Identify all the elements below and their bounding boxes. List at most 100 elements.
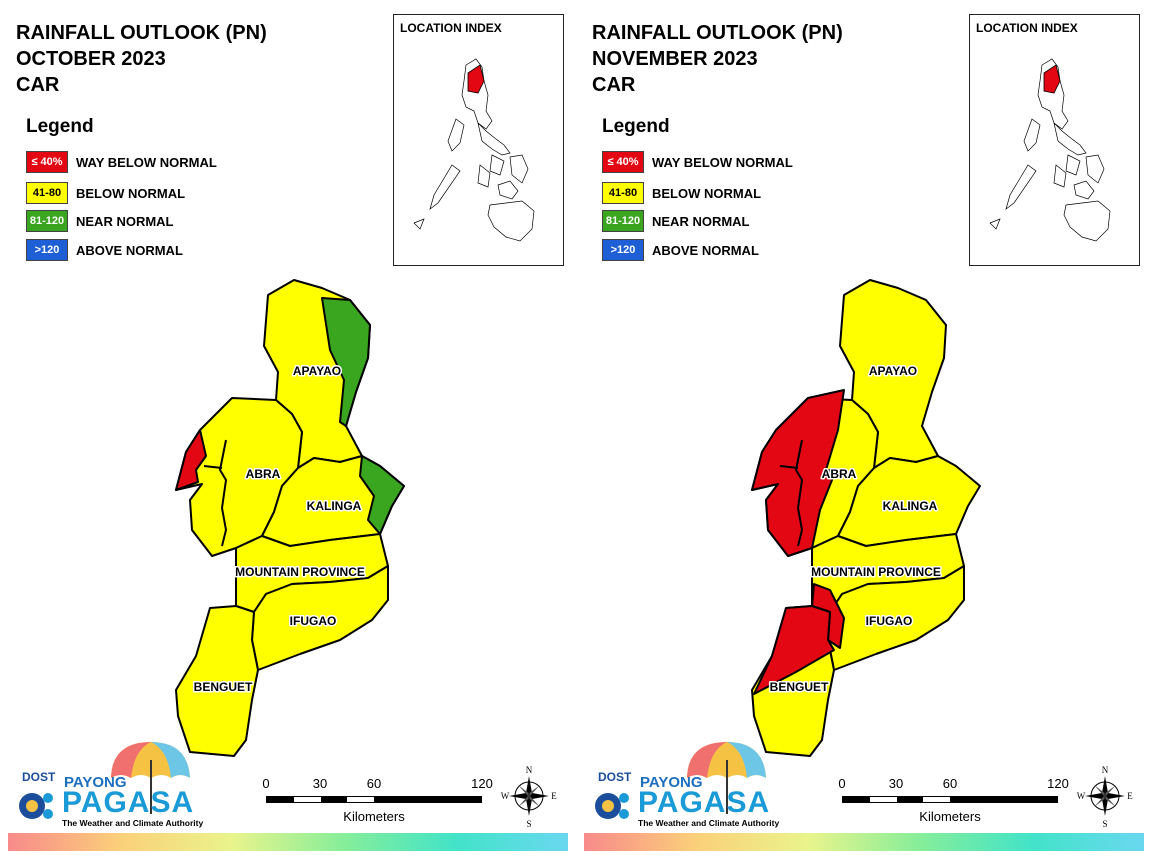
- scale-bar-graphic: [842, 796, 1058, 803]
- legend-item-near-normal: 81-120 NEAR NORMAL: [602, 209, 750, 233]
- label-ifugao: IFUGAO: [290, 614, 337, 628]
- legend-title: Legend: [26, 116, 94, 137]
- label-apayao: APAYAO: [869, 364, 917, 378]
- title-line: CAR: [16, 74, 60, 96]
- map-title: RAINFALL OUTLOOK (PN) NOVEMBER 2023 CAR: [592, 20, 843, 98]
- north-arrow: N S W E: [1076, 764, 1134, 829]
- label-kalinga: KALINGA: [307, 499, 362, 513]
- compass-s: S: [526, 819, 531, 828]
- outlook-panel-november: RAINFALL OUTLOOK (PN) NOVEMBER 2023 CAR …: [576, 0, 1152, 864]
- label-kalinga: KALINGA: [883, 499, 938, 513]
- payong-pagasa-logo: DOST PAYONG PAGASA The Weather and Clima…: [16, 740, 203, 832]
- legend-item-below-normal: 41-80 BELOW NORMAL: [26, 181, 185, 205]
- scale-tick: 120: [1047, 776, 1069, 791]
- legend-item-near-normal: 81-120 NEAR NORMAL: [26, 209, 174, 233]
- logo-tagline: The Weather and Climate Authority: [638, 818, 780, 828]
- compass-rose-icon: N S W E: [1077, 765, 1134, 829]
- compass-n: N: [526, 765, 533, 775]
- scale-tick: 0: [838, 776, 846, 791]
- way-below-normal-zone-abra: [175, 429, 207, 491]
- logo-payong-text: PAYONG: [64, 774, 127, 791]
- province-kalinga: [837, 455, 981, 547]
- scale-tick: 60: [366, 776, 382, 791]
- logo-payong-text: PAYONG: [640, 774, 703, 791]
- label-benguet: BENGUET: [194, 680, 253, 694]
- compass-w: W: [1077, 791, 1086, 801]
- logo-dost-text: DOST: [22, 770, 56, 784]
- legend-swatch: 81-120: [602, 210, 644, 232]
- label-ifugao: IFUGAO: [866, 614, 913, 628]
- legend-swatch: ≤ 40%: [26, 151, 68, 173]
- logo-pagasa-text: PAGASA: [62, 786, 195, 819]
- title-line: RAINFALL OUTLOOK (PN): [16, 22, 267, 44]
- legend-label: NEAR NORMAL: [652, 213, 750, 229]
- car-province-map: APAYAO ABRA KALINGA MOUNTAIN PROVINCE IF…: [751, 279, 981, 757]
- abra-inner-boundary: [779, 465, 799, 469]
- province-benguet: [175, 605, 259, 757]
- legend-item-way-below-normal: ≤ 40% WAY BELOW NORMAL: [602, 150, 793, 174]
- compass-w: W: [501, 791, 510, 801]
- abra-inner-boundary: [203, 465, 223, 469]
- legend-label: ABOVE NORMAL: [76, 242, 183, 258]
- legend-label: BELOW NORMAL: [76, 185, 186, 201]
- legend-swatch: ≤ 40%: [602, 151, 644, 173]
- legend-label: WAY BELOW NORMAL: [652, 154, 793, 170]
- label-abra: ABRA: [246, 467, 281, 481]
- car-province-map: APAYAO ABRA KALINGA MOUNTAIN PROVINCE IF…: [175, 279, 405, 757]
- near-normal-zone-apayao: [321, 297, 371, 427]
- umbrella-icon: [595, 742, 766, 819]
- abra-inner-boundary: [794, 439, 804, 547]
- payong-pagasa-logo: DOST PAYONG PAGASA The Weather and Clima…: [592, 740, 779, 832]
- location-index-label: LOCATION INDEX: [400, 21, 502, 35]
- outlook-panel-october: RAINFALL OUTLOOK (PN) OCTOBER 2023 CAR L…: [8, 14, 568, 851]
- scale-tick: 30: [312, 776, 328, 791]
- compass-e: E: [1127, 791, 1133, 801]
- scale-tick: 30: [888, 776, 904, 791]
- philippines-outline: [413, 58, 535, 242]
- title-line: NOVEMBER 2023: [592, 48, 758, 70]
- scale-bar: 0 30 60 120 Kilometers: [834, 776, 1069, 826]
- logo-dost-text: DOST: [598, 770, 632, 784]
- scale-tick: 120: [471, 776, 493, 791]
- philippines-outline: [989, 58, 1111, 242]
- scale-bar-graphic: [266, 796, 482, 803]
- legend-label: WAY BELOW NORMAL: [76, 154, 217, 170]
- car-highlight: [1043, 64, 1061, 94]
- scale-tick: 0: [262, 776, 270, 791]
- label-apayao: APAYAO: [293, 364, 341, 378]
- umbrella-icon: [19, 742, 190, 819]
- legend-item-above-normal: >120 ABOVE NORMAL: [26, 238, 183, 262]
- footer-gradient-bar: [584, 833, 1144, 851]
- legend-swatch: 81-120: [26, 210, 68, 232]
- title-line: RAINFALL OUTLOOK (PN): [592, 22, 843, 44]
- footer-gradient-bar: [8, 833, 568, 851]
- scale-unit: Kilometers: [343, 809, 405, 824]
- car-highlight: [467, 64, 485, 94]
- legend-swatch: >120: [26, 239, 68, 261]
- compass-e: E: [551, 791, 557, 801]
- legend-item-way-below-normal: ≤ 40% WAY BELOW NORMAL: [26, 150, 217, 174]
- legend-item-above-normal: >120 ABOVE NORMAL: [602, 238, 759, 262]
- compass-s: S: [1102, 819, 1107, 828]
- map-title: RAINFALL OUTLOOK (PN) OCTOBER 2023 CAR: [16, 20, 267, 98]
- legend-item-below-normal: 41-80 BELOW NORMAL: [602, 181, 761, 205]
- logo-tagline: The Weather and Climate Authority: [62, 818, 204, 828]
- location-index-label: LOCATION INDEX: [976, 21, 1078, 35]
- compass-rose-icon: N S W E: [501, 765, 558, 829]
- logo-pagasa-text: PAGASA: [638, 786, 771, 819]
- title-line: OCTOBER 2023: [16, 48, 166, 70]
- legend-label: ABOVE NORMAL: [652, 242, 759, 258]
- scale-tick: 60: [942, 776, 958, 791]
- legend-label: BELOW NORMAL: [652, 185, 762, 201]
- label-benguet: BENGUET: [770, 680, 829, 694]
- scale-bar: 0 30 60 120 Kilometers: [258, 776, 493, 826]
- compass-n: N: [1102, 765, 1109, 775]
- label-mountain-province: MOUNTAIN PROVINCE: [235, 565, 365, 579]
- legend-swatch: 41-80: [26, 182, 68, 204]
- title-line: CAR: [592, 74, 636, 96]
- legend-swatch: >120: [602, 239, 644, 261]
- label-abra: ABRA: [822, 467, 857, 481]
- way-below-normal-zone-benguet: [753, 605, 835, 695]
- legend-swatch: 41-80: [602, 182, 644, 204]
- location-index-map: LOCATION INDEX: [393, 14, 564, 266]
